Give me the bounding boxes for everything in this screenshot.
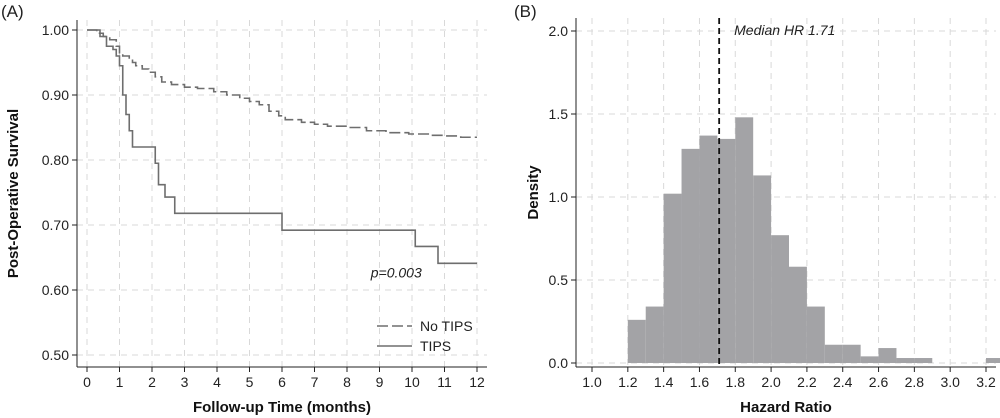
x-tick-label: 2.2 (797, 374, 817, 390)
histogram-bar (789, 266, 807, 363)
y-tick-label: 0.0 (549, 355, 569, 371)
histogram-bar (645, 306, 664, 363)
legend-tips-label: TIPS (420, 338, 451, 354)
x-tick-label: 9 (376, 374, 384, 390)
p-value-annotation: p=0.003 (370, 264, 422, 280)
histogram-bar (681, 148, 700, 363)
y-tick-label: 0.5 (549, 272, 569, 288)
histogram-bar (627, 319, 646, 363)
y-tick-label: 1.0 (549, 189, 569, 205)
panel-label-b: (B) (514, 2, 537, 21)
histogram-bar (717, 138, 736, 363)
histogram-bar (663, 193, 682, 363)
x-tick-label: 1.8 (726, 374, 746, 390)
x-tick-label: 1.6 (690, 374, 710, 390)
x-tick-label: 2.8 (905, 374, 925, 390)
histogram-bar (699, 135, 718, 363)
hazard-ratio-histogram: Median HR 1.71 1.0 1.2 1.4 1.6 1.8 2.0 2.2 2.4 2.… (514, 2, 1000, 416)
y-tick-label: 2.0 (549, 23, 569, 39)
x-tick-label: 1 (116, 374, 124, 390)
x-tick-label: 3.2 (976, 374, 996, 390)
y-axis-title: Post-Operative Survival (5, 109, 22, 278)
x-tick-label: 8 (343, 374, 351, 390)
histogram-bar (842, 344, 861, 363)
histogram-bar (896, 358, 915, 363)
histogram-bar (771, 235, 789, 363)
legend-no-tips-label: No TIPS (420, 318, 473, 334)
y-tick-label: 0.70 (42, 217, 69, 233)
x-tick-label: 1.0 (582, 374, 602, 390)
km-survival-chart: 0 1 2 3 4 5 6 7 8 9 10 11 120.500.600.700.800.901.00… (1, 2, 487, 416)
x-tick-label: 2 (148, 374, 156, 390)
x-tick-label: 5 (246, 374, 254, 390)
panel-label-a: (A) (1, 2, 24, 21)
x-axis-title: Hazard Ratio (740, 399, 832, 416)
x-tick-label: 7 (311, 374, 319, 390)
y-tick-label: 0.50 (42, 347, 69, 363)
x-tick-label: 11 (437, 374, 452, 390)
x-tick-label: 10 (404, 374, 420, 390)
no-tips-curve (87, 29, 477, 139)
histogram-bar (753, 175, 772, 363)
x-tick-label: 2.0 (761, 374, 781, 390)
y-tick-label: 0.90 (42, 87, 69, 103)
x-tick-label: 0 (83, 374, 91, 390)
x-tick-label: 2.6 (869, 374, 889, 390)
histogram-bar (806, 306, 825, 363)
x-tick-label: 12 (469, 374, 485, 390)
histogram-bar (735, 117, 754, 363)
y-tick-label: 0.60 (42, 282, 69, 298)
x-axis-title: Follow-up Time (months) (193, 399, 371, 416)
histogram-bar (878, 348, 897, 363)
x-tick-label: 2.4 (833, 374, 853, 390)
y-tick-label: 0.80 (42, 152, 69, 168)
x-tick-label: 3 (181, 374, 189, 390)
x-tick-label: 4 (213, 374, 221, 390)
y-tick-label: 1.5 (549, 106, 569, 122)
histogram-bar (914, 358, 933, 363)
y-tick-label: 1.00 (42, 22, 69, 38)
histogram-bar (824, 344, 843, 363)
tips-curve (87, 29, 477, 265)
x-tick-label: 1.2 (618, 374, 638, 390)
x-tick-label: 3.0 (940, 374, 960, 390)
x-tick-label: 1.4 (654, 374, 674, 390)
x-tick-label: 6 (278, 374, 286, 390)
histogram-bar (986, 358, 1000, 363)
median-label: Median HR 1.71 (734, 22, 835, 38)
histogram-bar (860, 356, 879, 363)
y-axis-title: Density (525, 165, 542, 220)
